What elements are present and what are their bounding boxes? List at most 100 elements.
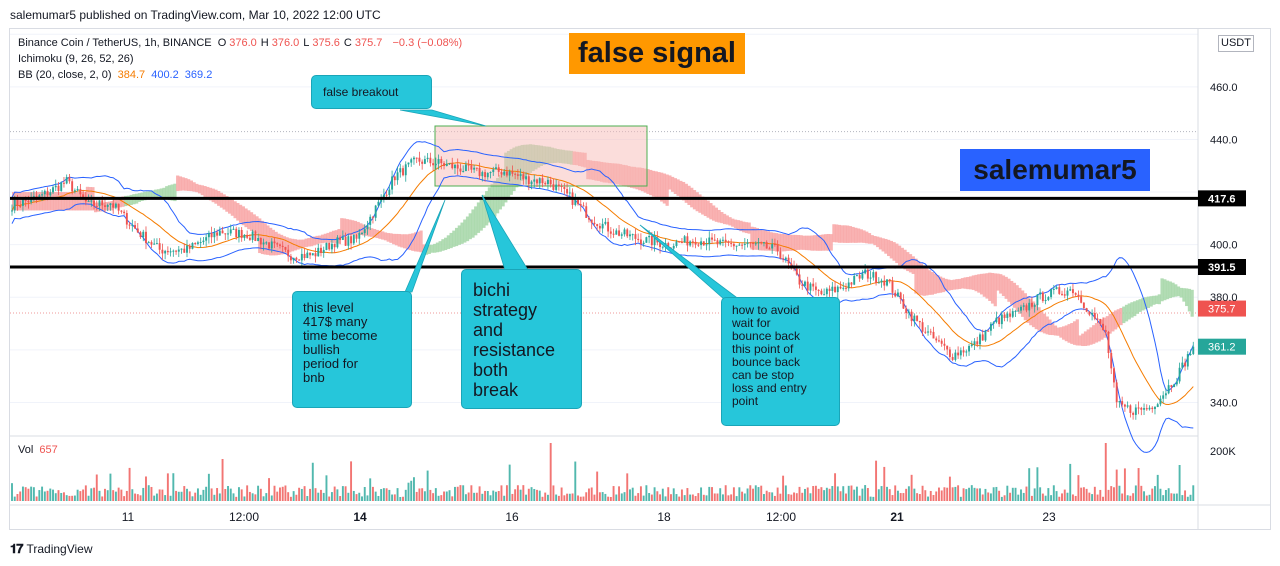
- ichimoku-cloud-segment: [318, 235, 322, 244]
- ichimoku-cloud-segment: [367, 226, 371, 237]
- volume-bar: [664, 496, 667, 501]
- ichimoku-cloud-segment: [796, 235, 801, 250]
- volume-bar: [812, 486, 815, 501]
- volume-bar: [1189, 494, 1192, 501]
- candle-body: [218, 230, 221, 236]
- ichimoku-cloud-segment: [859, 229, 863, 243]
- price-change: −0.3 (−0.08%): [392, 37, 463, 49]
- candle-body: [363, 229, 366, 234]
- candle-body: [505, 171, 508, 176]
- ichimoku-cloud-segment: [362, 224, 366, 236]
- candle-body: [284, 246, 287, 250]
- volume-bar: [60, 492, 63, 501]
- candle-body: [954, 352, 957, 360]
- ichimoku-cloud-segment: [1116, 309, 1120, 328]
- candle-body: [590, 219, 593, 223]
- volume-bar: [533, 488, 536, 501]
- candle-body: [869, 277, 872, 279]
- ichimoku-cloud-segment: [1097, 321, 1101, 342]
- candle-body: [1017, 310, 1020, 312]
- volume-bar: [773, 495, 776, 501]
- ichimoku-cloud-segment: [837, 224, 842, 243]
- candle-body: [87, 200, 90, 202]
- volume-bar: [727, 495, 730, 501]
- volume-bar: [877, 489, 880, 501]
- candle-body: [191, 243, 194, 249]
- volume-bar: [522, 485, 525, 501]
- ichimoku-cloud-segment: [457, 225, 461, 245]
- ichimoku-cloud-segment: [342, 218, 347, 236]
- y-tick-label: 460.0: [1210, 82, 1238, 94]
- candle-body: [101, 200, 104, 206]
- ichimoku-cloud-segment: [670, 176, 675, 192]
- candle-body: [1126, 405, 1129, 407]
- volume-bar: [1050, 495, 1053, 501]
- ichimoku-cloud-segment: [269, 227, 273, 256]
- volume-bar: [1011, 487, 1014, 501]
- volume-bar: [804, 488, 806, 501]
- volume-bar: [1088, 492, 1091, 501]
- ichimoku-cloud-segment: [840, 225, 844, 243]
- volume-bar: [525, 494, 528, 501]
- volume-bar: [421, 488, 424, 501]
- ohlc-key: H: [260, 37, 269, 49]
- ichimoku-cloud-segment: [657, 172, 661, 200]
- ichimoku-cloud-segment: [230, 199, 234, 216]
- ichimoku-cloud-segment: [282, 236, 286, 255]
- candle-body: [16, 199, 19, 206]
- ichimoku-cloud-segment: [911, 256, 915, 274]
- volume-bar: [128, 467, 131, 501]
- candle-body: [257, 237, 260, 242]
- candle-body: [112, 203, 115, 208]
- volume-bar: [935, 491, 938, 501]
- candle-body: [549, 179, 552, 185]
- ichimoku-cloud-segment: [181, 177, 185, 191]
- currency-badge[interactable]: USDT: [1218, 35, 1254, 52]
- candle-body: [951, 357, 954, 360]
- candle-body: [440, 159, 443, 164]
- candle-body: [711, 237, 713, 240]
- candle-body: [175, 250, 178, 252]
- volume-bar: [265, 493, 268, 501]
- candle-body: [186, 245, 188, 253]
- volume-bar: [503, 495, 506, 501]
- volume-bar: [620, 493, 623, 501]
- volume-bar: [385, 488, 388, 501]
- volume-bar: [106, 490, 109, 501]
- volume-bar: [588, 488, 590, 501]
- candle-body: [1000, 314, 1003, 325]
- ichimoku-cloud-segment: [39, 192, 43, 211]
- ichimoku-cloud-segment: [113, 197, 117, 209]
- volume-bar: [161, 489, 164, 501]
- volume-bar: [1044, 495, 1047, 501]
- candle-body: [1028, 302, 1031, 311]
- candle-body: [399, 168, 402, 173]
- candle-body: [333, 243, 336, 248]
- candle-body: [713, 239, 716, 241]
- volume-bar: [254, 494, 257, 501]
- volume-bar: [62, 492, 65, 501]
- candle-body: [273, 241, 276, 244]
- callout-pointer: [639, 224, 742, 301]
- ichimoku-cloud-segment: [1174, 284, 1178, 297]
- ichimoku-cloud-segment: [460, 222, 464, 244]
- ichimoku-cloud-segment: [1010, 280, 1014, 305]
- candle-body: [82, 194, 85, 198]
- volume-bar: [989, 493, 992, 501]
- candle-body: [495, 167, 497, 170]
- ichimoku-cloud-segment: [1154, 295, 1159, 304]
- ichimoku-cloud-segment: [1165, 280, 1170, 300]
- volume-bar: [281, 486, 284, 501]
- ichimoku-cloud-segment: [1015, 285, 1019, 312]
- level-note-callout: this level 417$ many time become bullish…: [292, 291, 412, 408]
- candle-body: [1192, 346, 1195, 354]
- volume-bar: [54, 493, 57, 501]
- volume-bar: [938, 487, 940, 501]
- ichimoku-cloud-segment: [326, 232, 330, 243]
- volume-bar: [527, 488, 530, 501]
- candle-body: [350, 236, 353, 244]
- candle-body: [90, 200, 93, 202]
- ichimoku-cloud-segment: [69, 192, 73, 211]
- volume-bar: [784, 485, 787, 501]
